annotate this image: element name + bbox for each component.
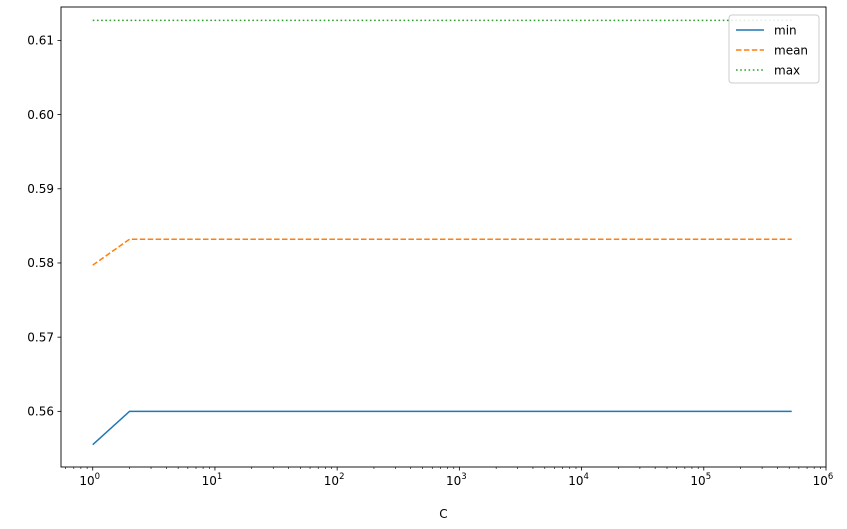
- legend-label-min: min: [774, 23, 797, 37]
- x-tick-label: 103: [446, 472, 467, 488]
- legend-box: [728, 14, 820, 84]
- series-layer: [92, 19, 792, 446]
- x-axis-label: C: [439, 507, 447, 521]
- x-tick-label: 100: [79, 472, 100, 488]
- y-tick-label: 0.60: [27, 108, 54, 122]
- y-tick-label: 0.59: [27, 182, 54, 196]
- x-tick-label: 106: [813, 472, 834, 488]
- y-axis-ticks: 0.56 0.57 0.58 0.59 0.60 0.61: [27, 34, 61, 419]
- y-tick-label: 0.56: [27, 405, 54, 419]
- y-tick-label: 0.58: [27, 256, 54, 270]
- x-tick-label: 104: [568, 472, 589, 488]
- x-tick-label: 102: [324, 472, 345, 488]
- plot-frame: [60, 6, 827, 468]
- x-tick-label: 105: [690, 472, 711, 488]
- x-axis-ticks: 100 101 102 103 104 105 106: [65, 467, 834, 488]
- y-tick-label: 0.61: [27, 34, 54, 48]
- legend-label-mean: mean: [774, 43, 808, 57]
- series-line-min: [92, 410, 792, 446]
- legend-label-max: max: [774, 63, 800, 77]
- legend: min mean max: [728, 14, 820, 84]
- y-tick-label: 0.57: [27, 330, 54, 344]
- series-line-mean: [92, 238, 792, 266]
- x-tick-label: 101: [202, 472, 223, 488]
